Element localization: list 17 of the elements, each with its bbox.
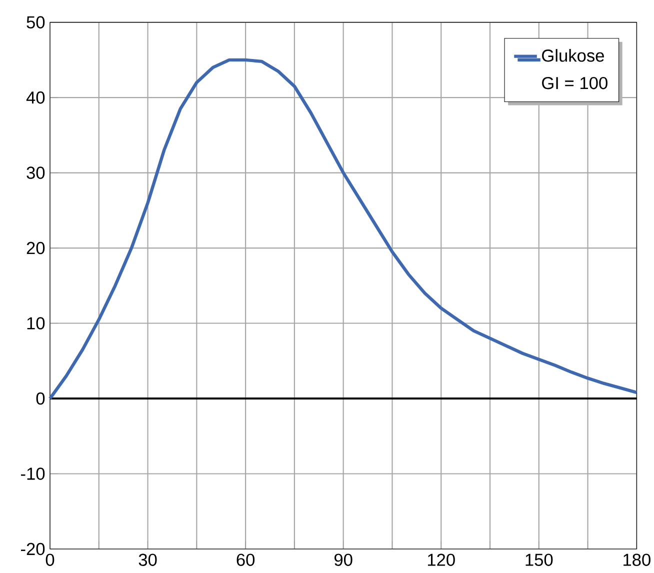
y-tick-label: -10 bbox=[21, 468, 45, 480]
annotation: GI = 100 bbox=[542, 76, 608, 90]
x-tick-label: 0 bbox=[46, 554, 54, 566]
x-tick-label: 180 bbox=[624, 554, 650, 566]
y-tick-label: 40 bbox=[26, 91, 45, 104]
x-tick-label: 150 bbox=[526, 554, 553, 566]
y-tick-label: 20 bbox=[26, 242, 45, 254]
y-tick-label: 50 bbox=[26, 16, 45, 28]
y-tick-label: 0 bbox=[36, 392, 45, 405]
x-tick-label: 120 bbox=[428, 554, 455, 566]
y-tick-label: 30 bbox=[26, 166, 45, 179]
legend-label: Glukose bbox=[542, 49, 604, 62]
x-tick-label: 60 bbox=[236, 554, 255, 566]
x-tick-label: 90 bbox=[334, 554, 352, 566]
y-tick-label: -20 bbox=[21, 542, 45, 556]
y-tick-label: 10 bbox=[27, 317, 45, 330]
x-tick-label: 30 bbox=[138, 554, 157, 566]
